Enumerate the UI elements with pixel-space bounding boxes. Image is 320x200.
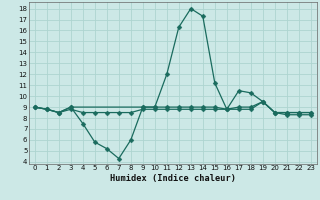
X-axis label: Humidex (Indice chaleur): Humidex (Indice chaleur) [110, 174, 236, 183]
